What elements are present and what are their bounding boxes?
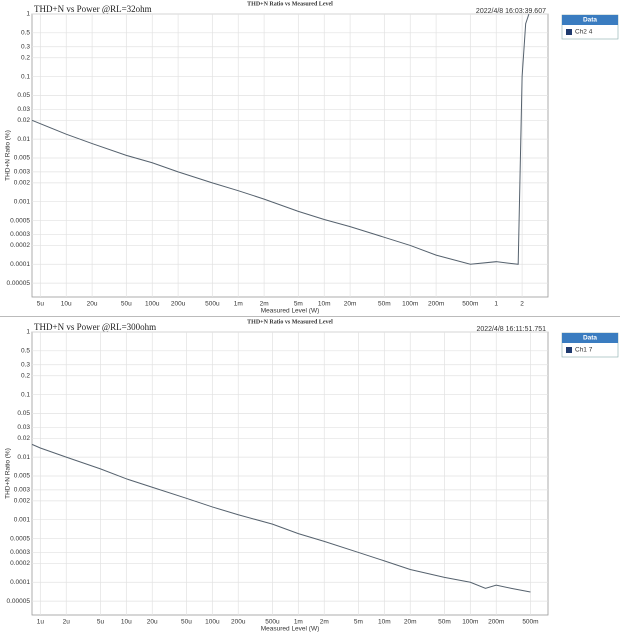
timestamp: 2022/4/8 16:03:39.607 — [476, 8, 546, 15]
x-tick-label: 1 — [494, 301, 498, 308]
x-tick-label: 2m — [260, 301, 269, 308]
x-tick-label: 200u — [171, 301, 186, 308]
y-tick-label: 0.005 — [14, 155, 31, 162]
y-tick-label: 1 — [26, 329, 30, 336]
x-tick-label: 500u — [205, 301, 220, 308]
y-tick-label: 0.03 — [17, 424, 30, 431]
x-tick-label: 20m — [344, 301, 357, 308]
x-tick-label: 1u — [37, 619, 45, 626]
y-tick-label: 0.005 — [14, 473, 31, 480]
chart-title: THD+N Ratio vs Measured Level — [247, 1, 333, 7]
x-tick-label: 200m — [428, 301, 444, 308]
x-tick-label: 1m — [294, 619, 303, 626]
x-tick-label: 10m — [318, 301, 331, 308]
y-tick-label: 0.05 — [17, 92, 30, 99]
y-tick-label: 0.002 — [14, 180, 31, 187]
y-tick-label: 0.3 — [21, 361, 30, 368]
x-tick-label: 200u — [231, 619, 246, 626]
x-tick-label: 10u — [121, 619, 132, 626]
x-tick-label: 200m — [488, 619, 504, 626]
legend-title: Data — [583, 17, 597, 24]
x-tick-label: 100u — [145, 301, 160, 308]
x-tick-label: 10m — [378, 619, 391, 626]
x-tick-label: 100m — [462, 619, 478, 626]
legend-swatch — [566, 29, 572, 35]
annotation: THD+N vs Power @RL=300ohm — [34, 322, 156, 332]
y-tick-label: 0.01 — [17, 454, 30, 461]
x-tick-label: 2m — [320, 619, 329, 626]
y-tick-label: 0.5 — [21, 348, 30, 355]
x-tick-label: 500m — [462, 301, 478, 308]
legend-entry: Ch2 4 — [575, 29, 593, 36]
legend-entry: Ch1 7 — [575, 347, 593, 354]
x-tick-label: 500m — [522, 619, 538, 626]
chart-title: THD+N Ratio vs Measured Level — [247, 319, 333, 325]
x-tick-label: 5m — [294, 301, 303, 308]
legend-title: Data — [583, 335, 597, 342]
data-line — [31, 13, 530, 265]
x-tick-label: 1m — [234, 301, 243, 308]
x-tick-label: 2 — [520, 301, 524, 308]
y-tick-label: 0.01 — [17, 136, 30, 143]
x-tick-label: 2u — [63, 619, 71, 626]
legend-swatch — [566, 347, 572, 353]
y-tick-label: 0.0005 — [10, 217, 30, 224]
y-tick-label: 0.003 — [14, 487, 31, 494]
y-tick-label: 0.05 — [17, 410, 30, 417]
x-tick-label: 20u — [87, 301, 98, 308]
x-tick-label: 100u — [205, 619, 220, 626]
x-tick-label: 100m — [402, 301, 418, 308]
y-tick-label: 0.02 — [17, 435, 30, 442]
y-tick-label: 1 — [26, 11, 30, 18]
plot-area — [31, 13, 549, 298]
y-tick-label: 0.001 — [14, 198, 31, 205]
x-tick-label: 5u — [97, 619, 105, 626]
x-tick-label: 20m — [404, 619, 417, 626]
x-tick-label: 50u — [181, 619, 192, 626]
y-tick-label: 0.003 — [14, 169, 31, 176]
y-tick-label: 0.3 — [21, 43, 30, 50]
y-tick-label: 0.2 — [21, 372, 30, 379]
y-tick-label: 0.02 — [17, 117, 30, 124]
y-axis-label: THD+N Ratio (%) — [5, 130, 12, 181]
y-tick-label: 0.00005 — [7, 598, 31, 605]
x-axis-label: Measured Level (W) — [261, 308, 320, 315]
x-tick-label: 5m — [354, 619, 363, 626]
y-tick-label: 0.001 — [14, 516, 31, 523]
y-tick-label: 0.1 — [21, 391, 30, 398]
legend-header — [562, 333, 618, 343]
x-tick-label: 20u — [147, 619, 158, 626]
plot-area — [31, 331, 549, 616]
x-tick-label: 5u — [37, 301, 45, 308]
y-tick-label: 0.0003 — [10, 549, 30, 556]
y-tick-label: 0.5 — [21, 30, 30, 37]
timestamp: 2022/4/8 16:11:51.751 — [476, 326, 546, 333]
y-axis-label: THD+N Ratio (%) — [5, 448, 12, 499]
y-tick-label: 0.002 — [14, 498, 31, 505]
x-tick-label: 50m — [438, 619, 451, 626]
y-tick-label: 0.0002 — [10, 560, 30, 567]
y-tick-label: 0.0001 — [10, 261, 30, 268]
data-line — [31, 443, 531, 593]
y-tick-label: 0.0002 — [10, 242, 30, 249]
annotation: THD+N vs Power @RL=32ohm — [34, 4, 152, 14]
x-tick-label: 50u — [121, 301, 132, 308]
legend-header — [562, 15, 618, 25]
y-tick-label: 0.2 — [21, 54, 30, 61]
y-tick-label: 0.00005 — [7, 280, 31, 287]
y-tick-label: 0.0005 — [10, 535, 30, 542]
x-tick-label: 500u — [265, 619, 280, 626]
y-tick-label: 0.0003 — [10, 231, 30, 238]
y-tick-label: 0.0001 — [10, 579, 30, 586]
y-tick-label: 0.1 — [21, 73, 30, 80]
x-tick-label: 50m — [378, 301, 391, 308]
y-tick-label: 0.03 — [17, 106, 30, 113]
x-tick-label: 10u — [61, 301, 72, 308]
x-axis-label: Measured Level (W) — [261, 626, 320, 633]
